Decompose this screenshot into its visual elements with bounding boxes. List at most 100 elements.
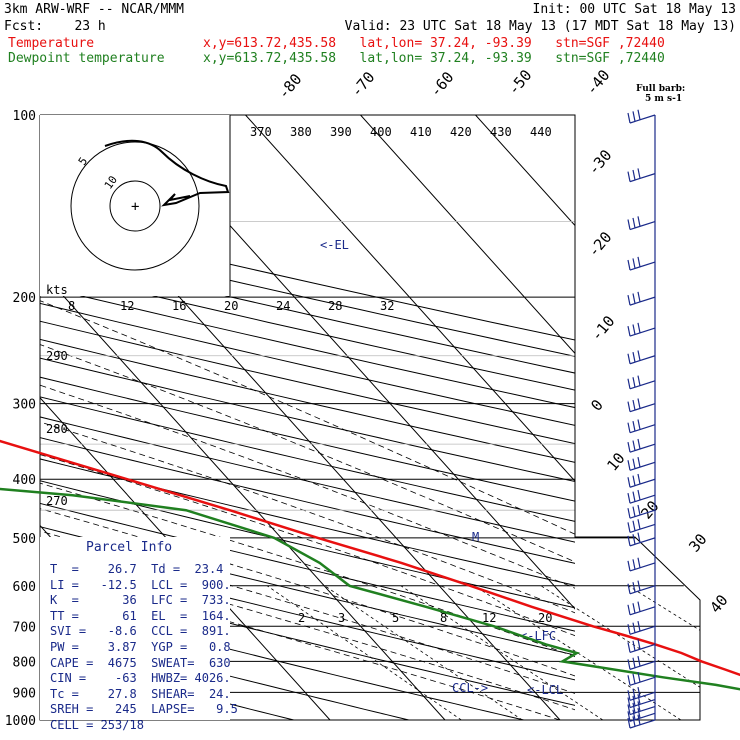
wind-barb-feather — [637, 708, 641, 719]
parcel-info-row: SREH = 245 LAPSE= 9.5 — [50, 702, 238, 717]
wind-barb-staff — [629, 719, 656, 729]
wind-barb — [627, 438, 656, 453]
wind-barb — [627, 322, 656, 337]
wind-barb-feather — [632, 709, 636, 720]
wind-barb-feather — [632, 622, 636, 633]
parcel-info-background — [40, 537, 230, 720]
wind-barb-feather — [632, 475, 636, 486]
wind-barb-feather — [627, 442, 631, 453]
wind-barb-feather — [627, 325, 631, 337]
wind-barb-feather — [637, 694, 641, 705]
wind-barb-staff — [629, 562, 656, 572]
mixing-ratio-label: 3 — [338, 611, 345, 625]
wind-barb-staff — [629, 173, 656, 183]
wind-barb-staff — [629, 676, 656, 686]
wind-barb-feather — [637, 532, 641, 543]
wind-barb-feather — [627, 711, 631, 722]
wind-barb-feather — [627, 171, 631, 182]
wind-barb-feather — [627, 697, 631, 708]
dry-adiabat — [40, 627, 409, 720]
wind-barb-feather — [627, 704, 631, 715]
wind-barb-feather — [632, 440, 636, 451]
wind-barb-feather — [632, 217, 636, 229]
wind-barb — [627, 580, 656, 595]
pressure-tick-label: 800 — [13, 655, 36, 670]
pressure-tick-label: 100 — [13, 109, 36, 124]
isotherm-label: -30 — [584, 146, 615, 178]
isotherm-label: 10 — [603, 449, 628, 474]
wind-barb-feather — [637, 375, 641, 386]
wind-barb-feather — [632, 506, 636, 517]
wind-barb — [627, 532, 656, 547]
dewpoint-legend-label: Dewpoint temperature — [8, 51, 165, 66]
wind-barb-feather — [627, 460, 631, 471]
wind-barb-feather — [637, 519, 641, 530]
mixing-ratio-line — [400, 585, 604, 720]
mixing-ratio-label: 20 — [538, 611, 552, 625]
dewpoint-profile — [0, 487, 740, 691]
theta-label: 390 — [330, 125, 352, 139]
parcel-info-row: TT = 61 EL = 164. — [50, 608, 231, 623]
mixing-ratio-label: 2 — [298, 611, 305, 625]
wind-barb-staff — [629, 261, 656, 271]
level-annotation: CCL-> — [452, 681, 488, 695]
isotherm-label: 30 — [685, 530, 710, 555]
wind-barb-staff — [629, 643, 656, 653]
pressure-tick-label: 600 — [13, 580, 36, 595]
parcel-info-row: SVI = -8.6 CCL = 891. — [50, 624, 231, 639]
wind-barb-feather — [627, 642, 631, 653]
moist-adiabat — [40, 344, 575, 563]
wind-barb-staff — [629, 509, 656, 519]
wind-barb-staff — [629, 380, 656, 390]
isotherm-label: 40 — [706, 591, 731, 616]
wind-barb-feather — [627, 535, 631, 546]
wind-barb-staff — [629, 327, 656, 337]
hodograph-ring — [109, 180, 161, 232]
dry-adiabat — [40, 480, 575, 609]
mixing-ratio-label: 8 — [440, 611, 447, 625]
wind-barb-staff — [629, 625, 656, 635]
isotherm-label: 20 — [637, 497, 662, 522]
hodograph-trace — [104, 139, 230, 207]
theta-label: 280 — [46, 422, 68, 436]
wind-barb-feather — [632, 657, 636, 668]
pressure-tick-label: 900 — [13, 686, 36, 701]
isotherm-line — [40, 269, 446, 720]
hodograph-ring-label: 10 — [102, 173, 120, 191]
wind-barb-feather — [627, 522, 631, 533]
isotherm-label: -50 — [504, 66, 535, 98]
wind-barb-feather — [632, 673, 636, 684]
parcel-info-row: LI = -12.5 LCL = 900. — [50, 577, 231, 592]
theta-label: 290 — [46, 349, 68, 363]
wind-barb — [627, 473, 656, 488]
parcel-info-row: K = 36 LFC = 733. — [50, 593, 231, 608]
theta-label: 420 — [450, 125, 472, 139]
wind-barb — [627, 671, 656, 686]
wind-barb-feather — [632, 399, 636, 411]
wind-barb-feather — [637, 438, 641, 450]
temperature-profile — [0, 439, 740, 677]
wind-barb-feather — [632, 111, 636, 122]
wind-barb-staff — [629, 220, 656, 231]
wind-barb-feather — [632, 695, 636, 707]
wind-barb-feather — [637, 557, 641, 568]
isotherm-label: -20 — [584, 228, 615, 260]
wind-barb — [627, 216, 656, 231]
isotherm-label: -40 — [582, 66, 613, 98]
hodograph-speed-label: 32 — [380, 299, 394, 313]
level-annotation: <-EL — [320, 238, 349, 252]
wind-barb-feather — [637, 686, 641, 698]
init-time: Init: 00 UTC Sat 18 May 13 — [532, 2, 737, 17]
mixing-ratio-line — [474, 585, 682, 720]
wind-barb-staff — [629, 355, 656, 365]
wind-barb-staff — [629, 523, 656, 533]
dry-adiabat — [40, 574, 575, 706]
dry-adiabat — [40, 437, 575, 564]
mixing-ratio-label: 5 — [392, 611, 399, 625]
wind-barb — [627, 656, 656, 670]
wind-barb-feather — [627, 219, 631, 230]
parcel-info-row: PW = 3.87 YGP = 0.8 — [50, 640, 231, 654]
wind-barb-feather — [632, 420, 636, 432]
hodograph-speed-label: 8 — [68, 299, 75, 313]
wind-barb-feather — [637, 216, 641, 227]
